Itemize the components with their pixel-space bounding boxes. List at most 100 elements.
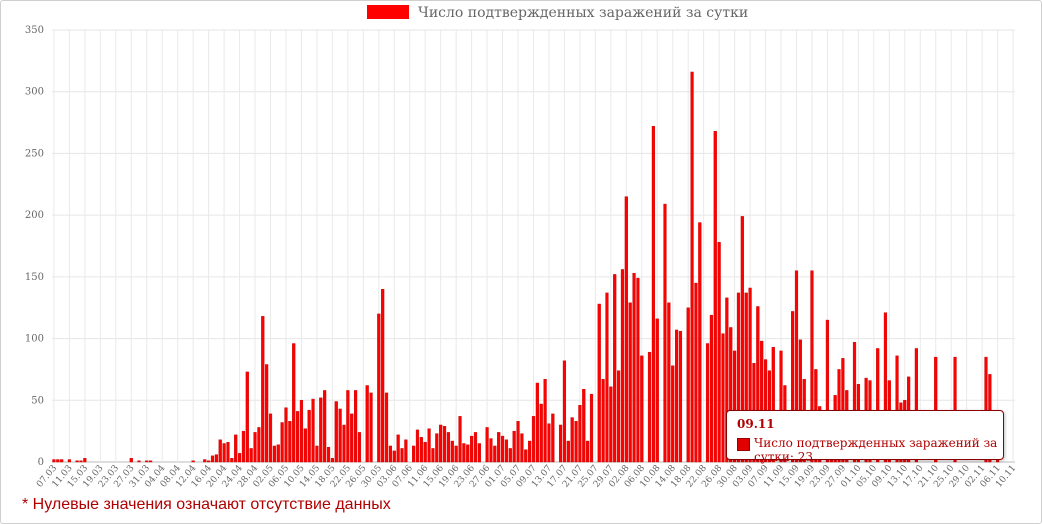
bar[interactable] — [508, 448, 512, 463]
bar[interactable] — [381, 289, 385, 463]
bar[interactable] — [145, 460, 149, 463]
bar[interactable] — [647, 351, 652, 463]
bar[interactable] — [315, 445, 319, 463]
bar[interactable] — [852, 342, 857, 463]
bar[interactable] — [562, 360, 567, 463]
bar[interactable] — [574, 421, 578, 463]
bar[interactable] — [237, 453, 242, 463]
bar[interactable] — [713, 131, 717, 463]
bar[interactable] — [597, 303, 601, 463]
bar[interactable] — [516, 421, 520, 463]
bar[interactable] — [423, 442, 427, 463]
bar[interactable] — [75, 460, 79, 463]
bar[interactable] — [388, 445, 392, 463]
bar[interactable] — [794, 270, 799, 463]
bar[interactable] — [493, 445, 497, 463]
bar[interactable] — [295, 411, 300, 463]
bar[interactable] — [415, 429, 420, 463]
bar[interactable] — [876, 348, 880, 463]
bar[interactable] — [60, 459, 64, 463]
bar[interactable] — [79, 460, 83, 463]
bar[interactable] — [52, 459, 56, 463]
bar[interactable] — [895, 355, 899, 463]
bar[interactable] — [736, 292, 741, 463]
bar[interactable] — [311, 398, 315, 463]
bar[interactable] — [725, 297, 729, 463]
bar[interactable] — [412, 445, 416, 463]
bar[interactable] — [323, 390, 327, 463]
bar[interactable] — [276, 444, 280, 463]
bar[interactable] — [609, 386, 613, 463]
bar[interactable] — [330, 458, 334, 463]
bar[interactable] — [261, 316, 265, 463]
bar[interactable] — [473, 432, 478, 463]
bar[interactable] — [953, 356, 957, 463]
bar[interactable] — [632, 272, 636, 463]
bar[interactable] — [210, 455, 215, 463]
bar[interactable] — [342, 424, 346, 463]
bar[interactable] — [825, 319, 830, 463]
bar[interactable] — [543, 379, 547, 463]
bar[interactable] — [245, 371, 249, 463]
bar[interactable] — [883, 312, 888, 463]
bar[interactable] — [729, 327, 733, 463]
bar[interactable] — [218, 439, 222, 463]
bar[interactable] — [605, 292, 609, 463]
bar[interactable] — [721, 333, 725, 463]
bar[interactable] — [191, 460, 195, 463]
bar[interactable] — [431, 448, 435, 463]
bar[interactable] — [558, 424, 563, 463]
bar[interactable] — [346, 390, 350, 463]
bar[interactable] — [354, 390, 358, 463]
bar[interactable] — [203, 459, 207, 463]
bar[interactable] — [214, 454, 218, 463]
legend-swatch[interactable] — [367, 5, 409, 19]
bar[interactable] — [477, 443, 481, 463]
bar[interactable] — [663, 203, 667, 463]
bar[interactable] — [288, 421, 292, 463]
bar[interactable] — [392, 450, 396, 463]
bar[interactable] — [578, 405, 582, 463]
bar[interactable] — [601, 379, 605, 463]
bar[interactable] — [547, 423, 551, 463]
bar[interactable] — [67, 459, 71, 463]
bar[interactable] — [613, 274, 617, 463]
bar[interactable] — [698, 222, 702, 463]
bar[interactable] — [446, 432, 450, 463]
bar[interactable] — [671, 365, 675, 463]
bar[interactable] — [798, 339, 802, 463]
bar[interactable] — [934, 356, 938, 463]
bar[interactable] — [733, 350, 737, 463]
bar[interactable] — [624, 196, 628, 463]
bar[interactable] — [678, 330, 683, 463]
bar[interactable] — [531, 416, 536, 463]
bar[interactable] — [655, 318, 659, 463]
bar[interactable] — [709, 314, 713, 463]
bar[interactable] — [462, 443, 466, 463]
bar[interactable] — [222, 443, 226, 463]
bar[interactable] — [292, 343, 296, 463]
bar[interactable] — [740, 216, 744, 463]
bar[interactable] — [705, 343, 710, 463]
bar[interactable] — [717, 242, 721, 463]
bar[interactable] — [253, 432, 257, 463]
bar[interactable] — [535, 382, 539, 463]
bar[interactable] — [303, 428, 307, 463]
bar[interactable] — [326, 446, 331, 463]
bar[interactable] — [616, 370, 621, 463]
bar[interactable] — [400, 448, 404, 463]
bar[interactable] — [744, 292, 748, 463]
bar[interactable] — [667, 302, 671, 463]
bar[interactable] — [686, 307, 690, 463]
bar[interactable] — [651, 126, 655, 463]
bar[interactable] — [369, 392, 373, 463]
bar[interactable] — [620, 269, 625, 463]
bar[interactable] — [435, 433, 439, 463]
bar[interactable] — [83, 458, 87, 463]
bar[interactable] — [56, 459, 60, 463]
bar[interactable] — [756, 306, 760, 463]
bar[interactable] — [539, 403, 543, 463]
bar[interactable] — [427, 428, 431, 463]
bar[interactable] — [582, 388, 586, 463]
bar[interactable] — [520, 433, 524, 463]
